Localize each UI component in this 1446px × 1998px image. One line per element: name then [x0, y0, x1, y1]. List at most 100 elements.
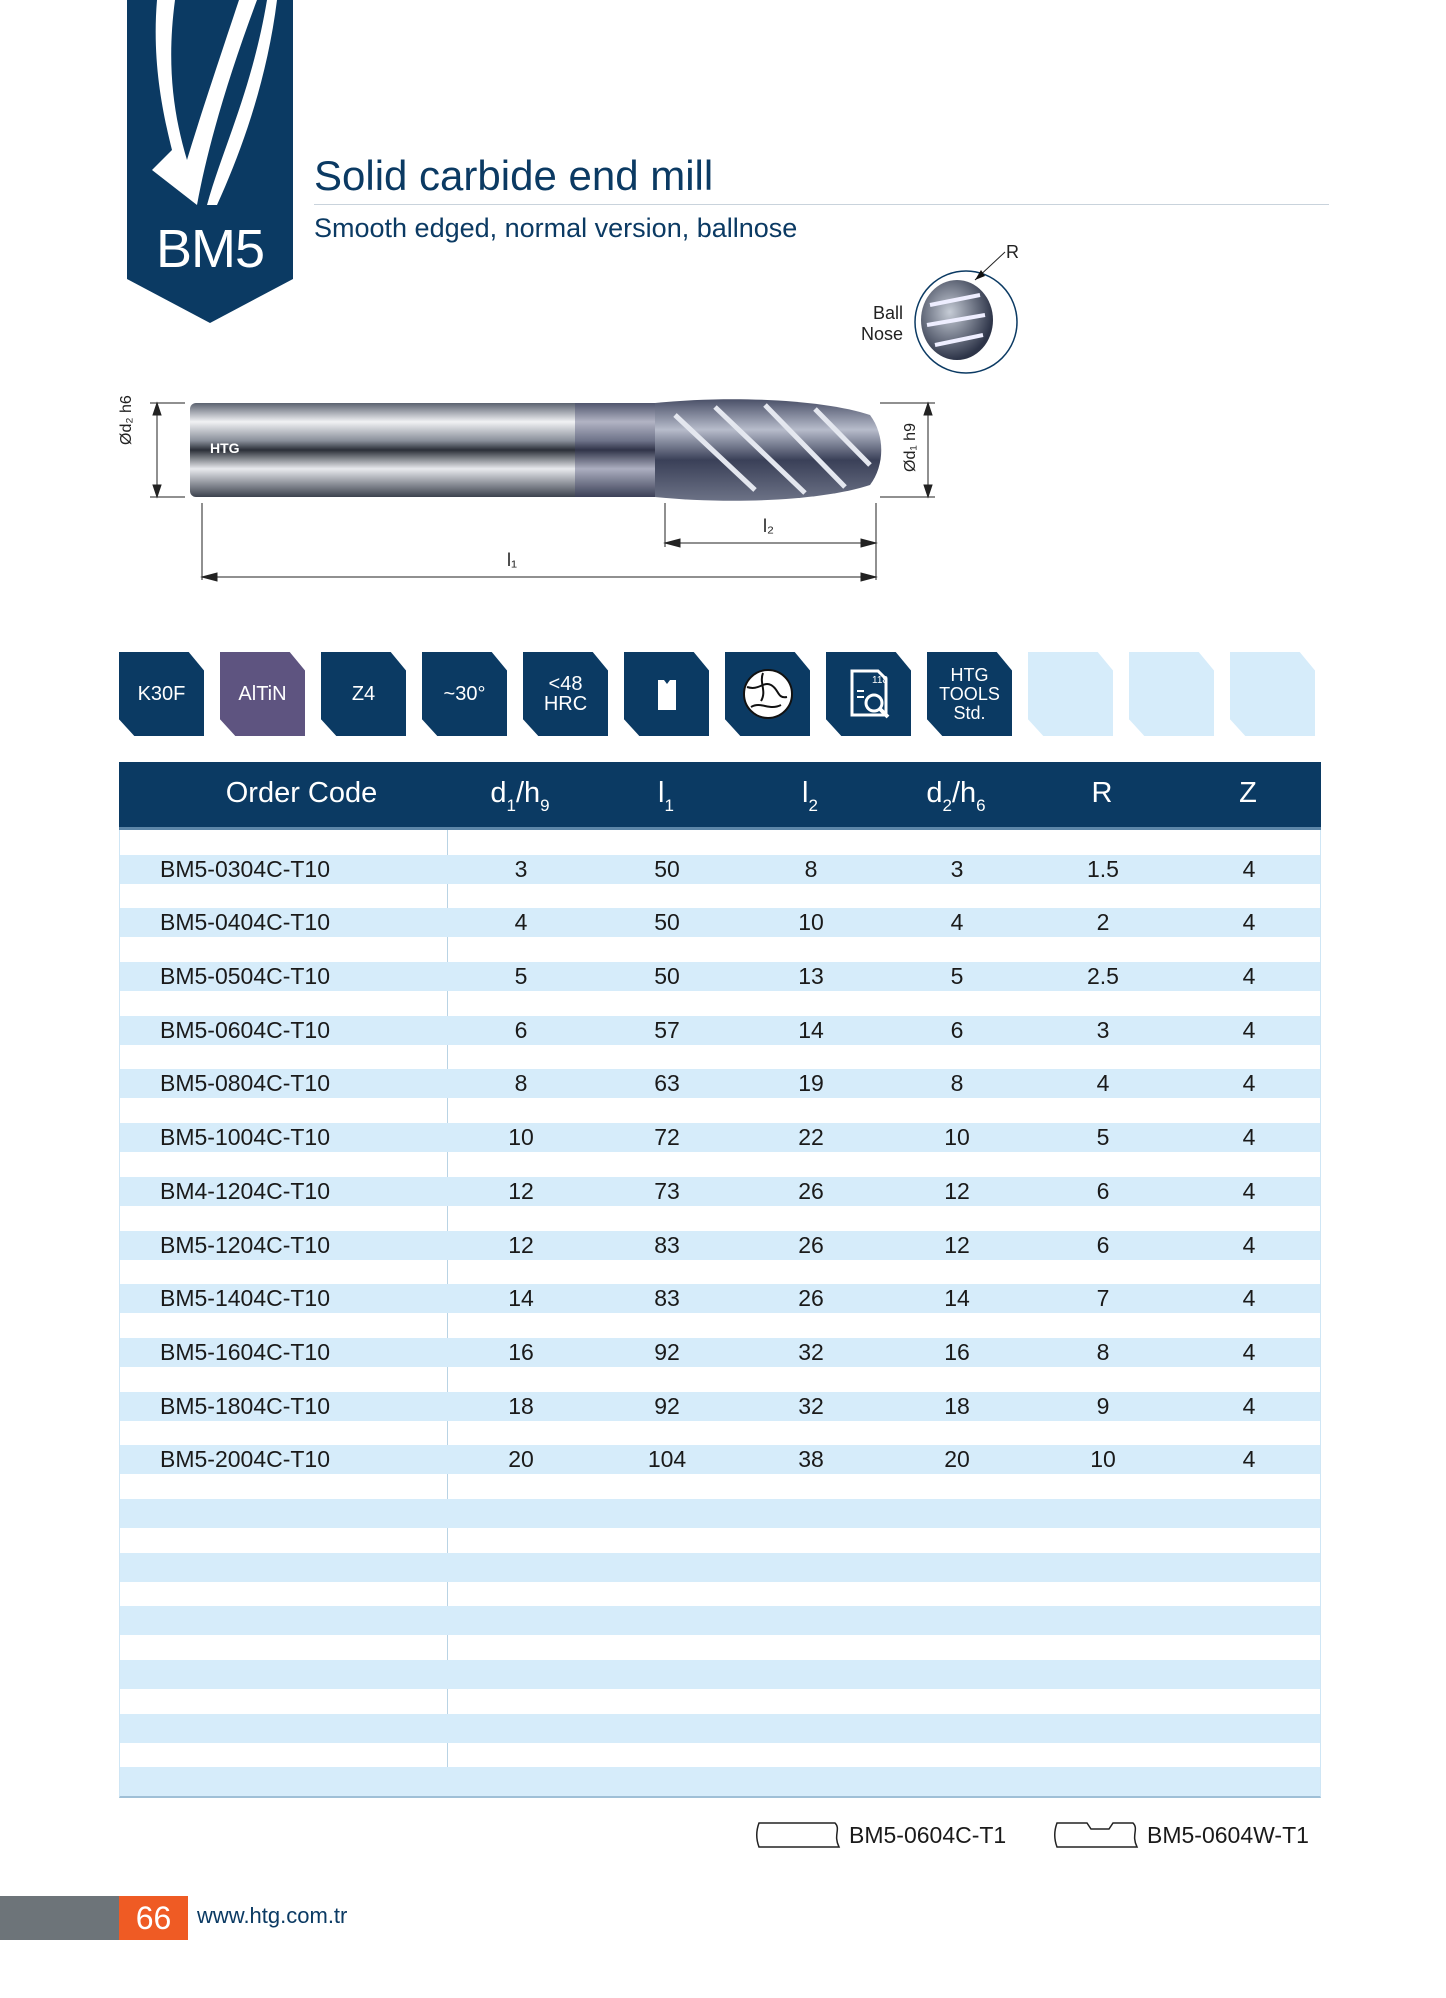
cell-l2: 8 [804, 855, 818, 882]
cell-d1: 8 [514, 1070, 528, 1097]
table-header: Order Code d1/h9 l1 l2 d2/h6 R Z [119, 762, 1321, 830]
plain-shank-icon [756, 1822, 841, 1848]
cell-d1: 3 [514, 855, 528, 882]
badge-label: BM5 [155, 219, 265, 279]
series-badge [127, 0, 293, 323]
variant-weldon-shank: BM5-0604W-T1 [1053, 1820, 1309, 1850]
row-band [120, 1445, 1320, 1475]
cell-r: 2.5 [1087, 963, 1119, 990]
empty-row [120, 1635, 1320, 1689]
cell-d2: 6 [950, 1016, 964, 1043]
empty-icon-slot [1129, 652, 1214, 736]
row-band [120, 1713, 1320, 1743]
cell-order-code: BM5-1004C-T10 [160, 1124, 331, 1151]
cell-l2: 14 [798, 1016, 824, 1043]
row-band [120, 1767, 1320, 1797]
cell-l1: 50 [654, 963, 680, 990]
row-band [120, 854, 1320, 884]
helix-angle: ~30° [422, 652, 507, 736]
col-r: R [1091, 777, 1113, 809]
cell-l2: 26 [798, 1177, 824, 1204]
cell-order-code: BM5-1604C-T10 [160, 1338, 331, 1365]
cell-z: 4 [1242, 1338, 1256, 1365]
cell-l2: 38 [798, 1446, 824, 1473]
cell-l1: 57 [654, 1016, 680, 1043]
cell-r: 1.5 [1087, 855, 1119, 882]
shank-icon [624, 652, 709, 736]
cell-order-code: BM5-1404C-T10 [160, 1285, 331, 1312]
cell-d1: 4 [514, 909, 528, 936]
table-row: BM5-0304C-T10 3 50 8 3 1.5 4 [120, 830, 1320, 884]
icon-label: Z4 [351, 683, 376, 705]
cell-order-code: BM5-0804C-T10 [160, 1070, 331, 1097]
l2-dimension-label: l₂ [763, 516, 774, 536]
cell-r: 6 [1096, 1177, 1110, 1204]
ball-label: Ball [872, 303, 903, 323]
row-band [120, 962, 1320, 992]
icon-label: HTG TOOLS Std. [939, 664, 1000, 723]
l1-dimension-label: l₁ [507, 550, 518, 570]
cell-r: 2 [1096, 909, 1110, 936]
empty-icon-slot [1230, 652, 1315, 736]
row-band [120, 1391, 1320, 1421]
cell-r: 10 [1090, 1446, 1116, 1473]
variant-plain-shank: BM5-0604C-T1 [755, 1820, 1006, 1850]
cell-order-code: BM5-1804C-T10 [160, 1392, 331, 1419]
catalog-page-search-icon: 118 [826, 652, 911, 736]
cell-d1: 5 [514, 963, 528, 990]
hardness: <48 HRC [523, 652, 608, 736]
table-row: BM5-1204C-T10 12 83 26 12 6 4 [120, 1206, 1320, 1260]
table-row: BM5-0604C-T10 6 57 14 6 3 4 [120, 991, 1320, 1045]
website-link[interactable]: www.htg.com.tr [197, 1903, 348, 1928]
cell-l1: 72 [654, 1124, 680, 1151]
cell-r: 8 [1096, 1338, 1110, 1365]
property-icons: K30F AlTiN Z4 ~30° <48 HRC 118 HTG TOOLS St… [119, 652, 1329, 736]
cell-order-code: BM5-0404C-T10 [160, 909, 331, 936]
row-band [120, 1284, 1320, 1314]
cell-d2: 12 [944, 1177, 970, 1204]
cell-r: 9 [1096, 1392, 1110, 1419]
cell-z: 4 [1242, 1177, 1256, 1204]
row-band [120, 1069, 1320, 1099]
icon-label: AlTiN [238, 683, 287, 705]
grade-k30f: K30F [119, 652, 204, 736]
empty-row [120, 1689, 1320, 1743]
cell-d2: 4 [950, 909, 964, 936]
svg-text:118: 118 [872, 675, 888, 686]
empty-row [120, 1474, 1320, 1528]
cell-d1: 12 [508, 1231, 534, 1258]
cell-z: 4 [1242, 1446, 1256, 1473]
row-band [120, 1660, 1320, 1689]
cell-l2: 19 [798, 1070, 824, 1097]
cell-l1: 83 [654, 1285, 680, 1312]
cell-d1: 10 [508, 1124, 534, 1151]
column-divider [447, 830, 448, 1797]
weldon-shank-icon [1054, 1822, 1139, 1848]
radius-label: R [1006, 242, 1019, 262]
cell-d1: 6 [514, 1016, 528, 1043]
table-row: BM5-0404C-T10 4 50 10 4 2 4 [120, 884, 1320, 938]
coating-altin: AlTiN [220, 652, 305, 736]
cell-d2: 8 [950, 1070, 964, 1097]
row-band [120, 1552, 1320, 1582]
table-row: BM5-1604C-T10 16 92 32 16 8 4 [120, 1313, 1320, 1367]
table-body: BM5-0304C-T10 3 50 8 3 1.5 4 BM5-0404C-T10 4 50 10… [119, 830, 1321, 1799]
cell-r: 6 [1096, 1231, 1110, 1258]
cell-d1: 12 [508, 1177, 534, 1204]
icon-label: K30F [137, 683, 186, 705]
page-subtitle: Smooth edged, normal version, ballnose [314, 213, 798, 243]
htg-tools-std: HTG TOOLS Std. [927, 652, 1012, 736]
order-table: Order Code d1/h9 l1 l2 d2/h6 R Z BM5-030… [119, 762, 1321, 1799]
row-band [120, 1498, 1320, 1528]
page-number: 66 [119, 1896, 188, 1940]
cell-d2: 12 [944, 1231, 970, 1258]
cell-d2: 14 [944, 1285, 970, 1312]
variant-code: BM5-0604W-T1 [1147, 1821, 1309, 1848]
cell-d2: 10 [944, 1124, 970, 1151]
end-mill-drawing: HTG [150, 399, 935, 582]
htg-logo: HTG [210, 440, 240, 456]
col-d2: d2/h6 [926, 777, 986, 815]
cell-z: 4 [1242, 1124, 1256, 1151]
col-order-code: Order Code [225, 777, 378, 809]
cell-z: 4 [1242, 1392, 1256, 1419]
